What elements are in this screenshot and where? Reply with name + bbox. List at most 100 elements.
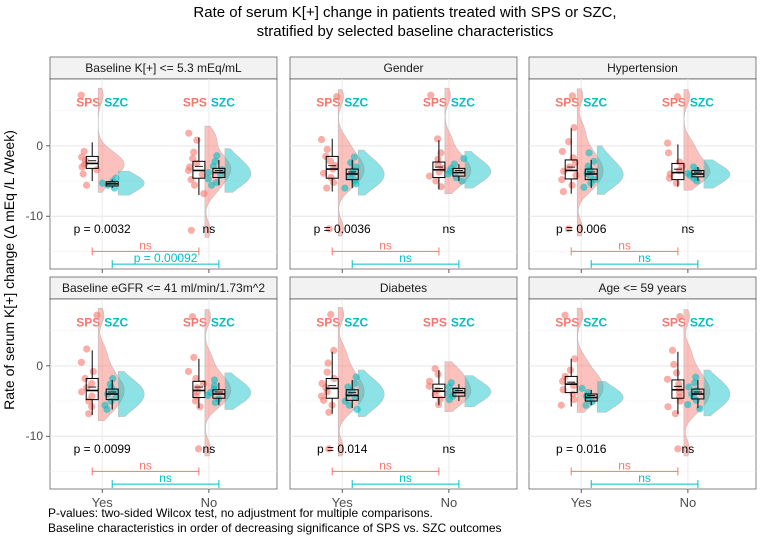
data-point-sps xyxy=(89,367,97,376)
data-point-sps xyxy=(323,388,331,396)
data-point-sps xyxy=(319,169,328,177)
data-point-sps xyxy=(434,135,442,143)
x-tick-label: No xyxy=(441,495,458,510)
series-label: SPS xyxy=(183,315,207,329)
bracket-label-sps: ns xyxy=(379,238,392,252)
data-point-szc xyxy=(353,405,361,414)
data-point-sps xyxy=(93,166,101,174)
box-iqr xyxy=(671,162,685,181)
data-point-sps xyxy=(324,359,332,367)
data-point-szc xyxy=(103,405,111,414)
violin-szc xyxy=(357,369,385,417)
data-point-sps xyxy=(427,91,435,99)
bracket-label-szc: ns xyxy=(399,251,412,265)
violin-szc xyxy=(224,372,252,410)
data-point-sps xyxy=(83,345,91,353)
facet-strip-label: Baseline K[+] <= 5.3 mEq/mL xyxy=(85,61,242,75)
x-tick-label: Yes xyxy=(92,495,114,510)
series-label: SPS xyxy=(555,95,579,109)
data-point-sps xyxy=(557,401,565,409)
data-point-sps xyxy=(559,187,567,196)
facet-strip-label: Baseline eGFR <= 41 ml/min/1.73m^2 xyxy=(62,281,265,295)
series-label: SZC xyxy=(690,315,714,329)
data-point-szc xyxy=(445,396,453,404)
data-point-szc xyxy=(208,181,216,189)
facet-panel: Baseline K[+] <= 5.3 mEq/mL0-10YesNoSPSS… xyxy=(26,56,278,290)
series-label: SPS xyxy=(183,95,207,109)
data-point-sps xyxy=(676,312,684,321)
series-label: SZC xyxy=(211,95,235,109)
bracket-label-sps: ns xyxy=(618,458,631,472)
box-iqr xyxy=(325,155,339,179)
data-point-sps xyxy=(78,163,86,171)
violin-szc xyxy=(703,159,731,189)
p-value-label: ns xyxy=(443,222,456,236)
data-point-sps xyxy=(431,365,439,373)
data-point-sps xyxy=(561,311,569,319)
series-label: SZC xyxy=(211,315,235,329)
violin-sps xyxy=(337,307,365,457)
data-point-sps xyxy=(665,174,674,182)
chart-subtitle: stratified by selected baseline characte… xyxy=(257,23,554,40)
p-value-label: ns xyxy=(203,442,216,456)
data-point-sps xyxy=(187,226,195,234)
data-point-sps xyxy=(568,92,576,100)
data-point-szc xyxy=(684,400,692,409)
chart-title: Rate of serum K[+] change in patients tr… xyxy=(193,4,616,21)
data-point-szc xyxy=(590,157,598,165)
data-point-sps xyxy=(327,310,335,319)
facet-strip-label: Gender xyxy=(383,61,423,75)
data-point-sps xyxy=(78,388,86,396)
data-point-sps xyxy=(192,374,200,383)
data-point-szc xyxy=(211,398,219,407)
series-label: SZC xyxy=(344,315,368,329)
data-point-szc xyxy=(204,391,212,400)
data-point-sps xyxy=(330,346,338,354)
y-tick-label: -10 xyxy=(26,429,44,443)
data-point-sps xyxy=(668,346,677,354)
series-label: SZC xyxy=(451,315,475,329)
data-point-sps xyxy=(85,410,93,418)
data-point-sps xyxy=(80,147,88,156)
x-tick-label: No xyxy=(680,495,697,510)
series-label: SPS xyxy=(423,95,447,109)
violin-sps xyxy=(576,88,604,237)
data-point-sps xyxy=(81,374,89,383)
data-point-sps xyxy=(559,377,567,385)
data-point-szc xyxy=(204,175,212,183)
data-point-szc xyxy=(444,170,452,178)
y-tick-label: -10 xyxy=(26,209,44,223)
data-point-szc xyxy=(346,173,354,181)
box-iqr xyxy=(564,159,578,180)
p-value-label: p = 0.014 xyxy=(317,442,368,456)
p-value-label: ns xyxy=(682,222,695,236)
data-point-sps xyxy=(323,145,331,153)
p-value-label: ns xyxy=(443,442,456,456)
p-value-label: p = 0.0032 xyxy=(74,222,131,236)
data-point-sps xyxy=(325,225,333,233)
data-point-sps xyxy=(566,366,574,374)
data-point-sps xyxy=(570,396,578,404)
violin-sps xyxy=(683,89,711,191)
box-iqr xyxy=(85,378,99,401)
p-value-label: p = 0.016 xyxy=(556,442,607,456)
violin-szc xyxy=(703,369,731,417)
data-point-sps xyxy=(88,379,96,388)
data-point-sps xyxy=(323,368,331,376)
series-label: SPS xyxy=(662,95,686,109)
data-point-sps xyxy=(434,370,442,378)
y-tick-label: 0 xyxy=(36,359,43,373)
series-label: SPS xyxy=(76,95,100,109)
data-point-sps xyxy=(437,149,445,157)
series-label: SZC xyxy=(451,95,475,109)
data-point-szc xyxy=(109,177,117,185)
data-point-szc xyxy=(345,401,353,409)
bracket-label-szc: ns xyxy=(159,471,172,485)
bracket-label-szc: ns xyxy=(638,471,651,485)
data-point-sps xyxy=(434,155,442,163)
facet-panel: Baseline eGFR <= 41 ml/min/1.73m^2 0 -10 Ye… xyxy=(26,276,278,510)
series-label: SZC xyxy=(104,315,128,329)
data-point-sps xyxy=(323,184,331,192)
